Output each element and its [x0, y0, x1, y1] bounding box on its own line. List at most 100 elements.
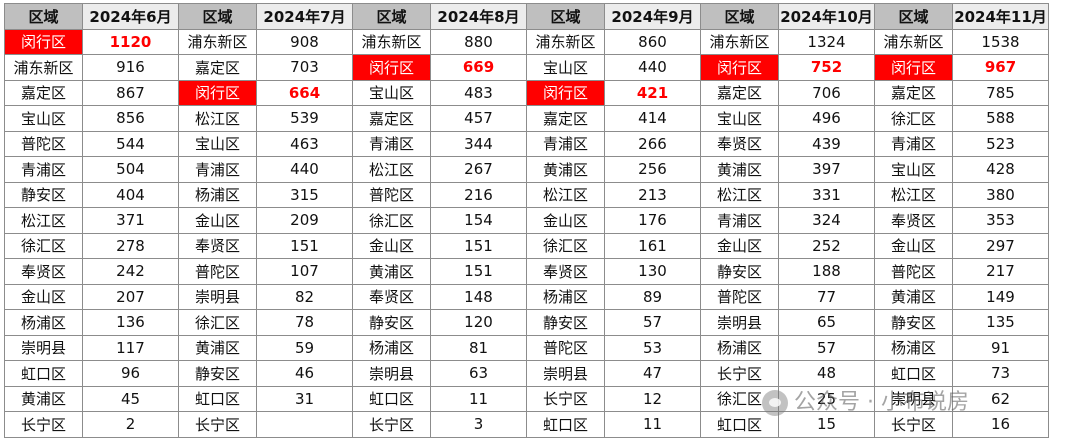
district-cell: 金山区 — [4, 283, 83, 310]
district-cell: 青浦区 — [700, 207, 779, 234]
district-cell: 黄浦区 — [700, 156, 779, 183]
district-cell: 黄浦区 — [178, 334, 257, 361]
value-cell: 151 — [430, 258, 527, 285]
district-cell: 嘉定区 — [178, 54, 257, 81]
district-cell: 崇明县 — [352, 360, 431, 387]
table-row: 崇明县 117 黄浦区 59 杨浦区 81 普陀区 53 杨浦区 57 杨浦区 91 — [4, 334, 1049, 361]
value-cell: 176 — [604, 207, 701, 234]
value-cell: 135 — [952, 309, 1049, 336]
district-cell: 普陀区 — [178, 258, 257, 285]
value-cell: 82 — [256, 283, 353, 310]
value-cell: 414 — [604, 105, 701, 132]
value-cell: 81 — [430, 334, 527, 361]
district-cell: 奉贤区 — [874, 207, 953, 234]
district-cell: 宝山区 — [874, 156, 953, 183]
district-cell: 崇明县 — [178, 283, 257, 310]
district-cell: 虹口区 — [352, 385, 431, 412]
value-cell: 752 — [778, 54, 875, 81]
value-cell: 148 — [430, 283, 527, 310]
district-cell: 嘉定区 — [874, 79, 953, 106]
value-cell: 216 — [430, 181, 527, 208]
district-cell: 宝山区 — [178, 130, 257, 157]
value-cell: 2 — [82, 411, 179, 438]
district-cell: 黄浦区 — [874, 283, 953, 310]
district-cell: 徐汇区 — [352, 207, 431, 234]
district-cell: 普陀区 — [700, 283, 779, 310]
value-cell: 120 — [430, 309, 527, 336]
district-cell: 虹口区 — [874, 360, 953, 387]
table-row: 金山区 207 崇明县 82 奉贤区 148 杨浦区 89 普陀区 77 黄浦区 149 — [4, 283, 1049, 310]
value-cell: 483 — [430, 79, 527, 106]
district-cell: 浦东新区 — [4, 54, 83, 81]
district-cell: 青浦区 — [178, 156, 257, 183]
table-row: 虹口区 96 静安区 46 崇明县 63 崇明县 47 长宁区 48 虹口区 73 — [4, 360, 1049, 387]
value-cell: 324 — [778, 207, 875, 234]
region-header: 区域 — [874, 3, 953, 30]
value-cell: 404 — [82, 181, 179, 208]
watermark: 公众号 · 小布说房 — [762, 384, 969, 416]
watermark-text: 公众号 · 小布说房 — [794, 390, 969, 415]
value-cell: 12 — [604, 385, 701, 412]
value-cell: 397 — [778, 156, 875, 183]
district-cell: 宝山区 — [4, 105, 83, 132]
value-cell: 278 — [82, 232, 179, 259]
value-cell: 31 — [256, 385, 353, 412]
table-row: 浦东新区 916 嘉定区 703 闵行区 669 宝山区 440 闵行区 752 闵行区 967 — [4, 54, 1049, 81]
value-cell: 47 — [604, 360, 701, 387]
value-cell: 669 — [430, 54, 527, 81]
district-cell: 闵行区 — [178, 79, 257, 106]
value-cell: 209 — [256, 207, 353, 234]
value-cell: 15 — [778, 411, 875, 438]
wechat-icon — [762, 390, 788, 416]
value-cell: 315 — [256, 181, 353, 208]
district-cell: 普陀区 — [526, 334, 605, 361]
value-cell: 371 — [82, 207, 179, 234]
value-cell: 440 — [256, 156, 353, 183]
district-cell: 奉贤区 — [4, 258, 83, 285]
value-cell: 856 — [82, 105, 179, 132]
table-row: 奉贤区 242 普陀区 107 黄浦区 151 奉贤区 130 静安区 188 普陀区 217 — [4, 258, 1049, 285]
value-cell: 539 — [256, 105, 353, 132]
district-cell: 松江区 — [526, 181, 605, 208]
value-cell: 91 — [952, 334, 1049, 361]
value-cell: 428 — [952, 156, 1049, 183]
value-cell — [256, 411, 353, 438]
value-cell: 331 — [778, 181, 875, 208]
district-cell: 普陀区 — [874, 258, 953, 285]
table-row: 静安区 404 杨浦区 315 普陀区 216 松江区 213 松江区 331 松江区 380 — [4, 181, 1049, 208]
region-header: 区域 — [178, 3, 257, 30]
value-cell: 496 — [778, 105, 875, 132]
value-cell: 161 — [604, 232, 701, 259]
district-cell: 宝山区 — [700, 105, 779, 132]
district-cell: 杨浦区 — [352, 334, 431, 361]
table-row: 宝山区 856 松江区 539 嘉定区 457 嘉定区 414 宝山区 496 徐汇区 588 — [4, 105, 1049, 132]
region-header: 区域 — [526, 3, 605, 30]
district-cell: 崇明县 — [874, 385, 953, 412]
district-cell: 黄浦区 — [526, 156, 605, 183]
value-cell: 59 — [256, 334, 353, 361]
table-row: 松江区 371 金山区 209 徐汇区 154 金山区 176 青浦区 324 奉贤区 353 — [4, 207, 1049, 234]
month-header: 2024年7月 — [256, 3, 353, 30]
district-cell: 静安区 — [4, 181, 83, 208]
table-row: 黄浦区 45 虹口区 31 虹口区 11 长宁区 12 徐汇区 25 崇明县 62 — [4, 385, 1049, 412]
value-cell: 880 — [430, 28, 527, 55]
value-cell: 1120 — [82, 28, 179, 55]
region-header: 区域 — [352, 3, 431, 30]
month-header: 2024年10月 — [778, 3, 875, 30]
value-cell: 213 — [604, 181, 701, 208]
value-cell: 908 — [256, 28, 353, 55]
district-cell: 崇明县 — [700, 309, 779, 336]
district-cell: 奉贤区 — [526, 258, 605, 285]
table-row: 杨浦区 136 徐汇区 78 静安区 120 静安区 57 崇明县 65 静安区 135 — [4, 309, 1049, 336]
district-cell: 嘉定区 — [526, 105, 605, 132]
district-cell: 宝山区 — [526, 54, 605, 81]
value-cell: 421 — [604, 79, 701, 106]
district-cell: 青浦区 — [352, 130, 431, 157]
district-cell: 静安区 — [352, 309, 431, 336]
table-row: 长宁区 2 长宁区 长宁区 3 虹口区 11 虹口区 15 长宁区 16 — [4, 411, 1049, 438]
month-header: 2024年9月 — [604, 3, 701, 30]
value-cell: 463 — [256, 130, 353, 157]
value-cell: 967 — [952, 54, 1049, 81]
value-cell: 544 — [82, 130, 179, 157]
value-cell: 46 — [256, 360, 353, 387]
